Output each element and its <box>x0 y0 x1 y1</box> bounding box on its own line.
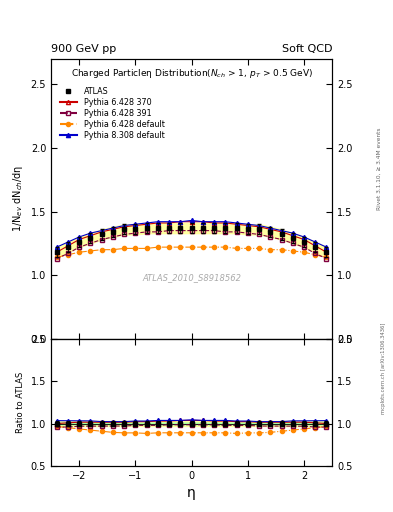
Y-axis label: 1/N$_{ev}$ dN$_{ch}$/dη: 1/N$_{ev}$ dN$_{ch}$/dη <box>11 165 25 232</box>
Text: 900 GeV pp: 900 GeV pp <box>51 44 116 54</box>
Y-axis label: Ratio to ATLAS: Ratio to ATLAS <box>16 372 25 433</box>
Text: Charged Particleη Distribution($N_{ch}$ > 1, $p_{T}$ > 0.5 GeV): Charged Particleη Distribution($N_{ch}$ … <box>71 67 312 80</box>
Text: mcplots.cern.ch [arXiv:1306.3436]: mcplots.cern.ch [arXiv:1306.3436] <box>381 323 386 414</box>
Legend: ATLAS, Pythia 6.428 370, Pythia 6.428 391, Pythia 6.428 default, Pythia 8.308 de: ATLAS, Pythia 6.428 370, Pythia 6.428 39… <box>58 86 166 142</box>
Text: Soft QCD: Soft QCD <box>282 44 332 54</box>
X-axis label: η: η <box>187 486 196 500</box>
Text: Rivet 3.1.10, ≥ 3.4M events: Rivet 3.1.10, ≥ 3.4M events <box>377 127 382 210</box>
Text: ATLAS_2010_S8918562: ATLAS_2010_S8918562 <box>142 273 241 282</box>
